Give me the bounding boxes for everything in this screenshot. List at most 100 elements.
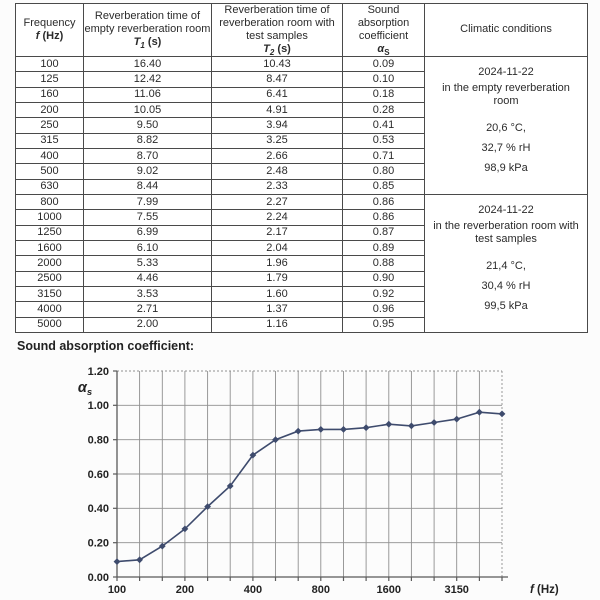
x-tick-label: 800 — [312, 584, 330, 596]
table-row: 500 9.02 2.48 0.80 — [15, 163, 588, 180]
cell-t1: 9.50 — [83, 117, 212, 134]
climatic-pressure: 98,9 kPa — [484, 161, 528, 174]
cell-climatic-conditions: 2024-11-22 in the reverberation room with… — [424, 193, 588, 334]
table-row: 100 16.40 10.43 0.09 2024-11-22 in the empty … — [15, 55, 588, 195]
cell-t2: 8.47 — [211, 71, 343, 88]
cell-t2: 2.17 — [211, 224, 343, 241]
cell-t1: 7.55 — [83, 209, 212, 226]
y-tick-label: 0.80 — [88, 435, 109, 447]
cell-alpha: 0.85 — [342, 178, 425, 195]
header-alpha-text: Sound absorption coefficient — [357, 4, 410, 42]
cell-t1: 3.53 — [83, 285, 212, 303]
cell-frequency: 315 — [15, 132, 84, 149]
x-axis-label: f (Hz) — [530, 584, 559, 596]
data-point-marker — [362, 424, 370, 432]
cell-frequency: 250 — [15, 117, 84, 134]
table-row: 3150 3.53 1.60 0.92 — [15, 285, 588, 303]
y-tick-label: 0.60 — [88, 469, 109, 481]
y-tick-label: 0.00 — [88, 572, 109, 584]
cell-t1: 16.40 — [83, 55, 212, 73]
table-row: 800 7.99 2.27 0.86 2024-11-22 in the reverber… — [15, 193, 588, 334]
climatic-temperature: 21,4 °C, — [486, 259, 526, 272]
data-point-marker — [408, 422, 415, 430]
cell-t1: 4.46 — [83, 270, 212, 287]
cell-t1: 9.02 — [83, 163, 212, 180]
cell-frequency: 2000 — [15, 255, 84, 272]
climatic-location: in the reverberation room with test samp… — [433, 219, 579, 245]
header-alpha-symbol: αS — [377, 42, 390, 58]
climatic-date: 2024-11-22 — [478, 203, 534, 216]
cell-frequency: 400 — [15, 147, 84, 165]
climatic-pressure: 99,5 kPa — [484, 299, 528, 312]
data-point-marker — [294, 427, 302, 435]
climatic-environment: 21,4 °C, 30,4 % rH 99,5 kPa — [425, 260, 587, 320]
absorption-coefficient-chart: 0.00 0.20 0.40 0.60 0.80 1.00 1.20 αs 100 200 400 8… — [78, 366, 559, 596]
climatic-location: in the empty reverberation room — [442, 81, 570, 107]
header-t2: Reverberation time of reverberation room… — [211, 3, 343, 58]
cell-frequency: 2500 — [15, 270, 84, 287]
data-point-marker — [113, 558, 121, 565]
cell-t2: 10.43 — [211, 55, 343, 73]
cell-t2: 1.37 — [211, 301, 343, 318]
header-t2-text: Reverberation time of reverberation room… — [219, 4, 335, 42]
table-row: 400 8.70 2.66 0.71 — [15, 147, 588, 165]
cell-frequency: 500 — [15, 163, 84, 180]
cell-alpha: 0.28 — [342, 101, 425, 119]
cell-frequency: 630 — [15, 178, 84, 195]
cell-alpha: 0.80 — [342, 163, 425, 180]
header-climatic-text: Climatic conditions — [460, 23, 552, 36]
climatic-temperature: 20,6 °C, — [486, 121, 526, 134]
cell-alpha: 0.89 — [342, 239, 425, 257]
cell-frequency: 1600 — [15, 239, 84, 257]
data-point-marker — [476, 408, 483, 416]
cell-t1: 8.44 — [83, 178, 212, 195]
cell-t1: 2.71 — [83, 301, 212, 318]
data-point-marker — [385, 420, 393, 428]
data-point-marker — [272, 436, 279, 444]
x-tick-label: 400 — [244, 584, 262, 596]
table-row: 1000 7.55 2.24 0.86 — [15, 209, 588, 226]
table-row: 200 10.05 4.91 0.28 — [15, 101, 588, 119]
cell-t2: 1.60 — [211, 285, 343, 303]
header-frequency-text: Frequency — [23, 16, 76, 29]
cell-alpha: 0.86 — [342, 209, 425, 226]
cell-t1: 8.70 — [83, 147, 212, 165]
header-t1-text: Reverberation time of empty reverberatio… — [84, 10, 211, 36]
cell-t2: 1.79 — [211, 270, 343, 287]
cell-alpha: 0.87 — [342, 224, 425, 241]
x-tick-label: 100 — [108, 584, 126, 596]
data-point-marker — [340, 426, 347, 433]
cell-t1: 8.82 — [83, 132, 212, 149]
climatic-humidity: 32,7 % rH — [481, 141, 531, 154]
y-tick-label: 0.40 — [88, 503, 109, 515]
cell-t2: 2.27 — [211, 193, 343, 211]
cell-frequency: 4000 — [15, 301, 84, 318]
cell-t2: 3.25 — [211, 132, 343, 149]
header-t2-symbol: T2 (s) — [263, 42, 291, 58]
reverberation-results-table: Frequency f (Hz) Reverberation time of e… — [15, 3, 588, 334]
cell-t2: 2.48 — [211, 163, 343, 180]
cell-t2: 2.66 — [211, 147, 343, 165]
table-row: 4000 2.71 1.37 0.96 — [15, 301, 588, 318]
y-axis-label: αs — [78, 380, 92, 398]
cell-t2: 1.96 — [211, 255, 343, 272]
header-frequency: Frequency f (Hz) — [15, 3, 84, 57]
cell-frequency: 100 — [15, 55, 84, 73]
header-frequency-symbol: f (Hz) — [35, 29, 64, 42]
cell-frequency: 800 — [15, 193, 84, 211]
table-row: 1250 6.99 2.17 0.87 — [15, 224, 588, 241]
cell-alpha: 0.10 — [342, 71, 425, 88]
cell-frequency: 1000 — [15, 209, 84, 226]
cell-t1: 5.33 — [83, 255, 212, 272]
cell-t2: 2.24 — [211, 209, 343, 226]
header-climatic: Climatic conditions — [424, 3, 588, 57]
table-row: 250 9.50 3.94 0.41 — [15, 117, 588, 134]
chart-section-title: Sound absorption coefficient: — [17, 339, 195, 353]
climatic-environment: 20,6 °C, 32,7 % rH 98,9 kPa — [425, 122, 587, 182]
header-t1: Reverberation time of empty reverberatio… — [83, 3, 212, 57]
cell-t1: 10.05 — [83, 101, 212, 119]
cell-frequency: 3150 — [15, 285, 84, 303]
y-tick-label: 1.00 — [88, 400, 109, 412]
table-row: 630 8.44 2.33 0.85 — [15, 178, 588, 195]
climatic-date: 2024-11-22 — [478, 65, 534, 78]
